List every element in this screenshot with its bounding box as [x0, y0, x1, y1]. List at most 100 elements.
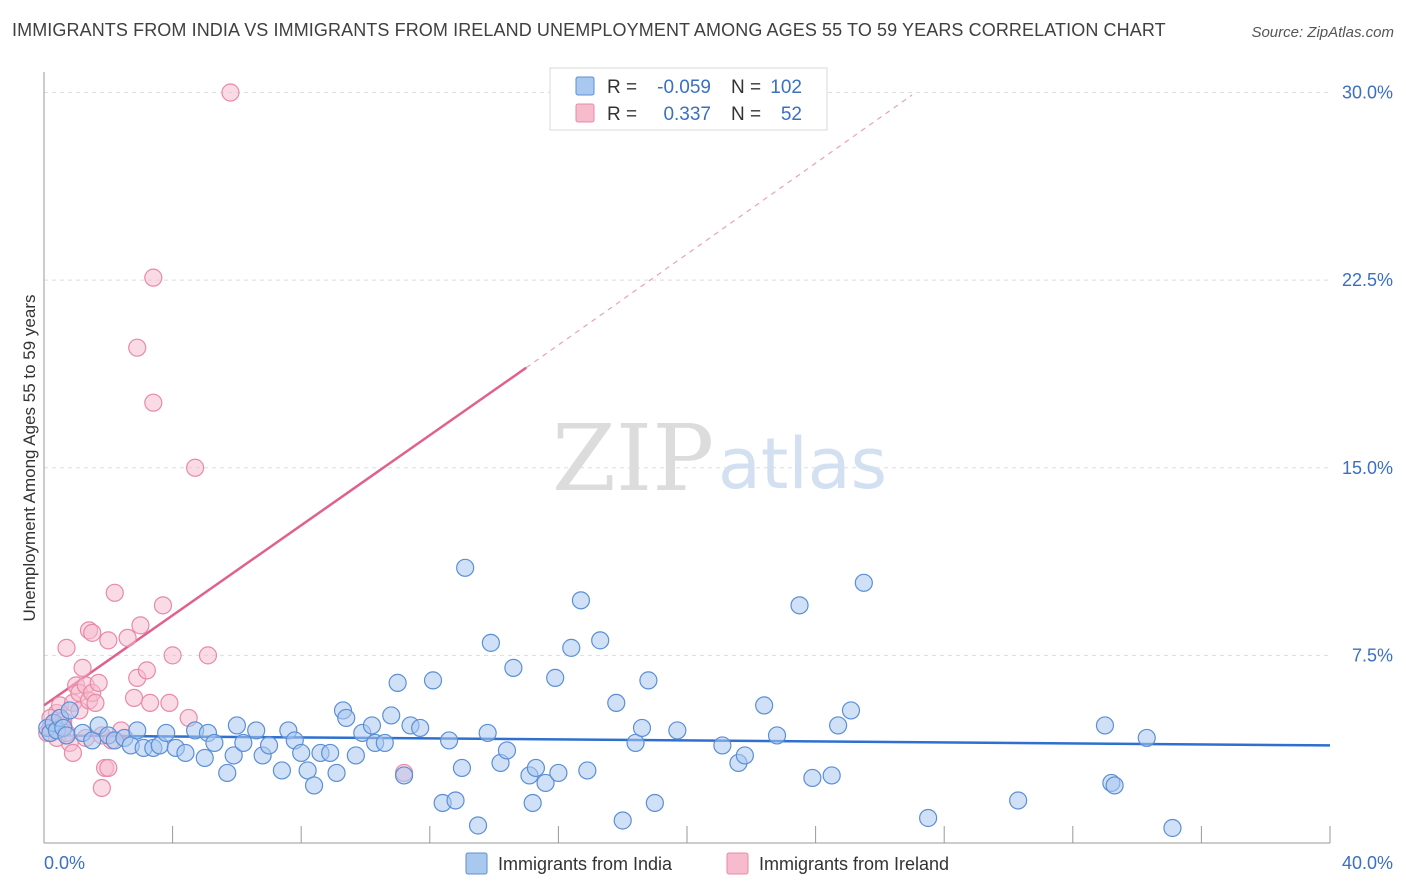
- bottom-legend-ireland: Immigrants from Ireland: [759, 854, 949, 874]
- data-point-ireland: [63, 743, 83, 763]
- data-point-india: [562, 638, 581, 657]
- data-point-india: [411, 718, 430, 738]
- data-point-ireland: [124, 688, 144, 708]
- data-point-ireland: [160, 693, 179, 713]
- series-ireland-points: [38, 83, 414, 798]
- data-point-india: [259, 736, 279, 755]
- data-point-india: [607, 693, 626, 713]
- data-point-india: [829, 716, 848, 735]
- data-point-india: [526, 758, 545, 778]
- data-point-india: [790, 596, 809, 615]
- bottom-legend-swatch-ireland: [726, 852, 749, 875]
- legend-ireland-r-label: R =: [607, 104, 637, 125]
- data-point-india: [1009, 791, 1028, 810]
- legend-ireland-n-label: N =: [731, 104, 761, 125]
- data-point-ireland: [89, 673, 108, 692]
- data-point-ireland: [137, 661, 156, 680]
- data-point-india: [822, 766, 841, 785]
- data-point-india: [668, 721, 687, 740]
- series-india-points: [38, 558, 1182, 838]
- data-point-india: [755, 696, 774, 715]
- data-point-india: [304, 776, 324, 795]
- data-point-india: [346, 746, 365, 765]
- data-point-india: [713, 736, 732, 755]
- data-point-ireland: [131, 616, 150, 635]
- legend-ireland-r-value: 0.337: [663, 104, 711, 125]
- data-point-india: [639, 671, 658, 690]
- watermark-zip: ZIP: [552, 405, 714, 512]
- data-point-ireland: [99, 631, 118, 650]
- data-point-india: [497, 741, 517, 760]
- data-point-india: [578, 761, 597, 780]
- data-point-india: [645, 793, 664, 813]
- data-point-ireland: [105, 583, 124, 602]
- x-tick-label-min: 0.0%: [44, 853, 85, 873]
- y-axis-label: Unemployment Among Ages 55 to 59 years: [20, 295, 39, 622]
- data-point-india: [919, 808, 938, 828]
- data-point-ireland: [153, 596, 173, 615]
- data-point-india: [1137, 728, 1156, 748]
- data-point-india: [613, 811, 632, 830]
- data-point-india: [272, 761, 292, 780]
- x-axis-ticks: [43, 826, 1331, 843]
- data-point-india: [292, 743, 311, 763]
- data-point-india: [591, 631, 610, 650]
- data-point-india: [456, 558, 475, 577]
- data-point-ireland: [118, 628, 137, 647]
- data-point-india: [481, 633, 500, 652]
- y-tick-label: 22.5%: [1342, 270, 1393, 290]
- data-point-india: [767, 726, 787, 745]
- legend-india-r-label: R =: [607, 77, 637, 98]
- data-point-india: [362, 716, 382, 735]
- trend-line-ireland-extension: [525, 94, 913, 369]
- trend-line-ireland: [43, 366, 527, 707]
- data-point-india: [394, 766, 414, 785]
- chart-title: IMMIGRANTS FROM INDIA VS IMMIGRANTS FROM…: [12, 20, 1166, 40]
- data-point-india: [478, 723, 497, 743]
- data-point-india: [298, 761, 317, 780]
- stats-legend: R = -0.059 N = 102 R = 0.337 N = 52: [549, 67, 828, 131]
- legend-india-n-value: 102: [770, 77, 802, 98]
- stats-legend-box: [549, 67, 828, 131]
- data-point-india: [205, 733, 224, 753]
- data-point-ireland: [186, 458, 205, 477]
- watermark-atlas: atlas: [718, 423, 887, 505]
- data-point-india: [234, 733, 253, 753]
- data-point-india: [57, 726, 76, 745]
- data-point-india: [468, 816, 488, 835]
- data-point-ireland: [73, 658, 92, 677]
- data-point-ireland: [86, 693, 105, 713]
- y-tick-label: 15.0%: [1342, 458, 1393, 478]
- bottom-legend-india: Immigrants from India: [498, 854, 673, 874]
- data-point-ireland: [140, 693, 160, 713]
- y-tick-label: 30.0%: [1342, 83, 1393, 103]
- data-point-india: [803, 768, 822, 788]
- data-point-india: [841, 701, 861, 720]
- data-point-india: [571, 591, 591, 610]
- data-point-ireland: [83, 623, 102, 642]
- data-point-ireland: [198, 646, 218, 665]
- data-point-india: [1163, 818, 1182, 838]
- series-legend: Immigrants from India Immigrants from Ir…: [465, 852, 949, 875]
- data-point-india: [504, 658, 523, 677]
- data-point-india: [224, 746, 243, 765]
- x-tick-label-max: 40.0%: [1342, 853, 1393, 873]
- data-point-india: [247, 721, 266, 740]
- data-point-india: [546, 668, 565, 687]
- data-point-ireland: [221, 83, 240, 102]
- data-point-india: [60, 701, 79, 720]
- data-point-ireland: [144, 268, 163, 287]
- data-point-india: [195, 748, 214, 768]
- data-point-india: [446, 791, 465, 810]
- data-point-india: [157, 723, 176, 743]
- y-tick-label: 7.5%: [1352, 645, 1393, 665]
- data-point-india: [549, 763, 568, 783]
- data-point-ireland: [92, 778, 111, 798]
- source-label: Source: ZipAtlas.com: [1251, 24, 1394, 41]
- data-point-india: [423, 671, 443, 690]
- data-point-india: [1105, 776, 1124, 795]
- data-point-india: [382, 706, 401, 725]
- data-point-india: [321, 743, 340, 763]
- data-point-ireland: [99, 758, 118, 778]
